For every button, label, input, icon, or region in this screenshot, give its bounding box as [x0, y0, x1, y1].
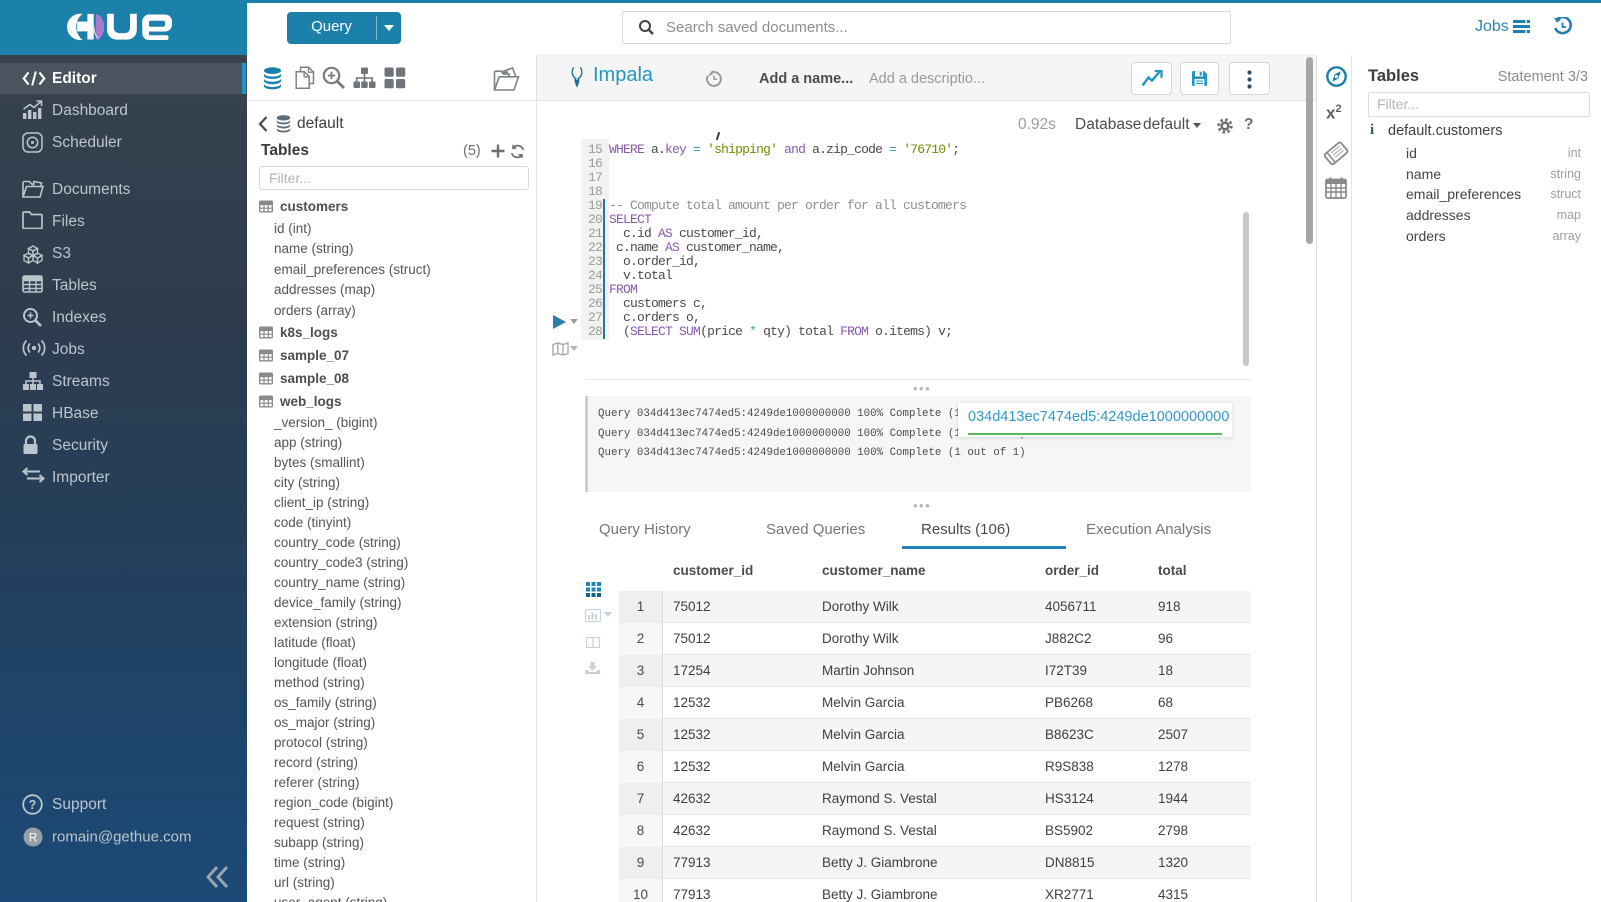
svg-text:?: ?	[29, 798, 37, 812]
svg-text:R: R	[29, 832, 37, 844]
